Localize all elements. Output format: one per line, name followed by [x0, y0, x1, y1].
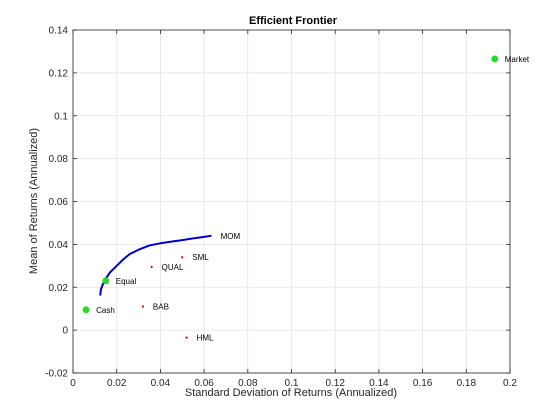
y-tick-label: 0.1 — [54, 111, 68, 122]
point-market-marker — [491, 55, 499, 63]
x-tick-label: 0.14 — [369, 378, 389, 389]
y-tick-label: 0.04 — [49, 240, 69, 251]
x-tick-label: 0.06 — [194, 378, 214, 389]
point-market-label: Market — [505, 55, 530, 64]
point-hml-marker — [185, 336, 188, 339]
y-tick-label: 0.14 — [49, 26, 69, 37]
x-tick-label: 0.16 — [413, 378, 433, 389]
x-axis-label: Standard Deviation of Returns (Annualize… — [185, 387, 397, 399]
point-cash-marker — [82, 306, 90, 314]
point-cash-label: Cash — [96, 306, 115, 315]
x-tick-label: 0.04 — [151, 378, 171, 389]
x-tick-label: 0.08 — [238, 378, 258, 389]
point-hml-label: HML — [197, 334, 214, 343]
x-tick-label: 0 — [70, 378, 76, 389]
point-equal-label: Equal — [116, 277, 137, 286]
y-tick-label: 0 — [62, 326, 68, 337]
axis-ticks: 0 0.02 0.04 0.06 0.08 0.1 0.12 0.14 0.16 0.18 0.2 -… — [45, 26, 517, 390]
chart-title: Efficient Frontier — [249, 15, 338, 27]
x-tick-label: 0.18 — [457, 378, 477, 389]
x-tick-label: 0.2 — [503, 378, 517, 389]
y-tick-label: 0.12 — [49, 68, 69, 79]
point-bab-marker — [141, 305, 145, 308]
x-tick-label: 0.1 — [285, 378, 299, 389]
point-qual-label: QUAL — [162, 263, 184, 272]
point-sml-marker — [181, 256, 184, 259]
x-tick-label: 0.12 — [325, 378, 345, 389]
point-bab-label: BAB — [153, 303, 169, 312]
y-axis-label: Mean of Returns (Annualized) — [28, 128, 40, 274]
point-sml-label: SML — [192, 253, 209, 262]
series-layer: MOM SML QUAL Equal BAB Cash HML Market — [82, 55, 530, 343]
y-tick-label: 0.02 — [49, 283, 69, 294]
point-qual-marker — [150, 265, 153, 268]
x-tick-label: 0.02 — [107, 378, 127, 389]
y-tick-label: -0.02 — [45, 369, 68, 380]
y-tick-label: 0.06 — [49, 197, 69, 208]
point-mom-label: MOM — [221, 232, 241, 241]
y-tick-label: 0.08 — [49, 154, 69, 165]
point-equal-marker — [102, 277, 110, 285]
